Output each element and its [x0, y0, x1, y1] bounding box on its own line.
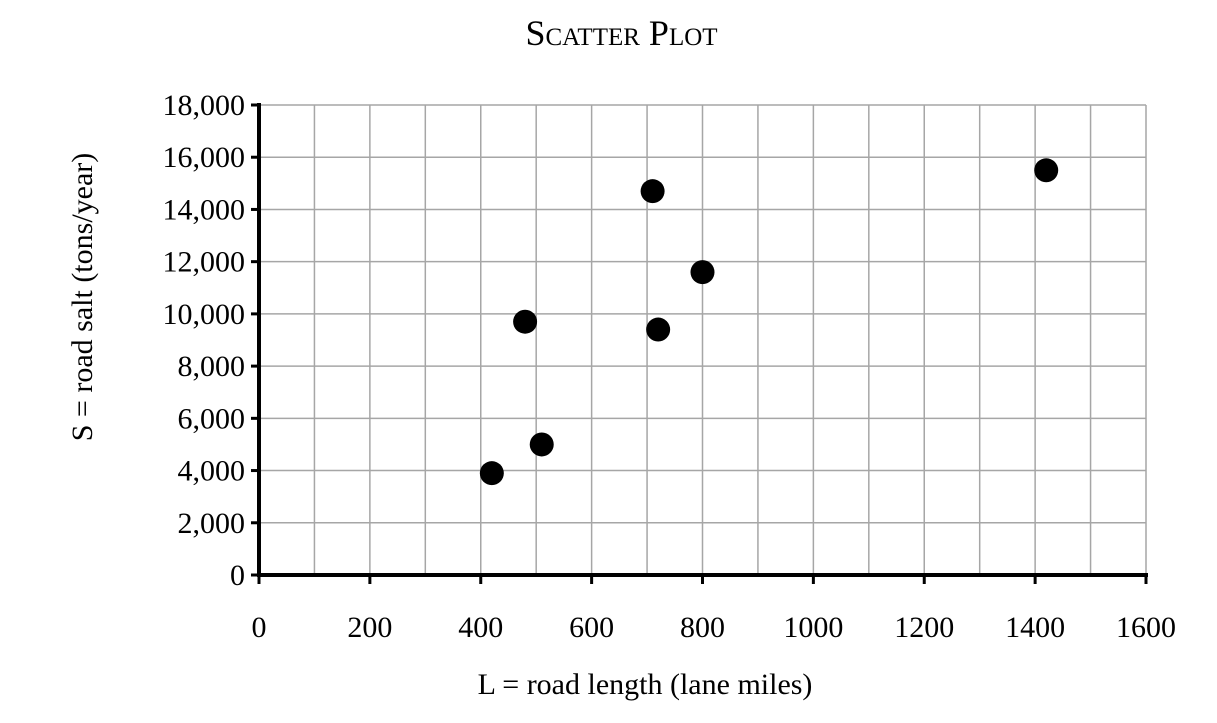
- y-axis-title: S = road salt (tons/year): [66, 153, 99, 442]
- grid: [259, 104, 1147, 575]
- x-tick-label: 200: [347, 611, 392, 644]
- x-tick-label: 1000: [783, 611, 843, 644]
- data-point: [529, 432, 554, 457]
- x-tick-label: 800: [680, 611, 725, 644]
- y-tick-label: 12,000: [163, 246, 246, 279]
- x-tick-label: 0: [252, 611, 267, 644]
- x-tick-label: 1400: [1005, 611, 1065, 644]
- y-tick-label: 16,000: [163, 141, 246, 174]
- y-tick-label: 0: [230, 559, 245, 592]
- x-tick-label: 1600: [1116, 611, 1176, 644]
- y-tick-label: 18,000: [163, 89, 246, 122]
- y-tick-label: 6,000: [178, 402, 246, 435]
- x-tick-label: 600: [569, 611, 614, 644]
- y-tick-label: 8,000: [178, 350, 246, 383]
- y-tick-label: 10,000: [163, 298, 246, 331]
- data-point: [640, 179, 665, 204]
- y-tick-label: 2,000: [178, 507, 246, 540]
- x-tick-label: 1200: [894, 611, 954, 644]
- data-point: [1034, 158, 1059, 183]
- chart-title: Scatter Plot: [525, 13, 718, 53]
- data-point: [513, 309, 538, 334]
- axes: [251, 103, 1148, 584]
- x-tick-label: 400: [458, 611, 503, 644]
- x-axis-title: L = road length (lane miles): [478, 668, 813, 701]
- tick-labels: 0 200 400 600 800 1000 1200 1400 1600 0 2,000 4,000…: [163, 89, 1177, 644]
- data-point: [690, 260, 715, 285]
- y-tick-label: 4,000: [178, 455, 246, 488]
- data-points: [479, 158, 1059, 486]
- y-tick-label: 14,000: [163, 193, 246, 226]
- data-point: [479, 461, 504, 486]
- data-point: [646, 317, 671, 342]
